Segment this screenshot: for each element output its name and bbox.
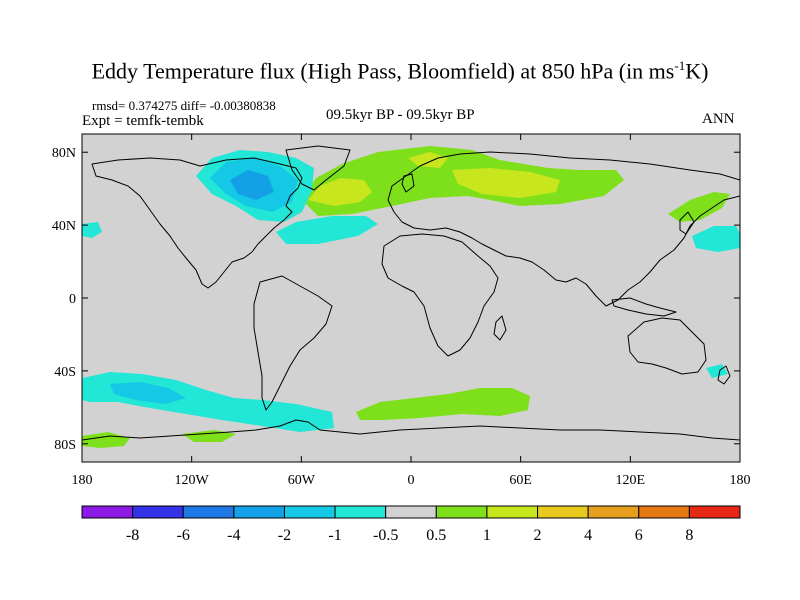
y-axis: 80N 40N 0 40S 80S: [52, 146, 740, 453]
coastline-africa: [381, 233, 499, 357]
colorbar: -8 -6 -4 -2 -1 -0.5 0.5 1 2 4 6 8: [81, 505, 741, 544]
colorbar-swatch: [638, 505, 690, 519]
y-tick-label: 80N: [52, 146, 76, 161]
colorbar-swatch: [486, 505, 539, 519]
coastline-indonesia: [611, 297, 677, 317]
colorbar-label: -1: [328, 527, 341, 544]
anomaly-patch-south-pacific-blue: [110, 382, 186, 404]
period-label: 09.5kyr BP - 09.5kyr BP: [326, 107, 475, 123]
anomaly-patch-pacific-small: [706, 364, 728, 378]
experiment-label: Expt = temfk-tembk: [82, 113, 204, 129]
coastline-uk: [401, 173, 415, 193]
coastline-greenland: [285, 145, 351, 191]
anomaly-patch-scandinavia-yellow: [408, 152, 448, 168]
colorbar-label: -6: [177, 527, 190, 544]
map-panel: [82, 134, 740, 462]
y-tick-label: 40S: [54, 365, 76, 380]
anomaly-patch-north-pacific-east: [692, 226, 740, 252]
anomaly-patch-north-pacific-west: [82, 222, 102, 238]
colorbar-swatch: [587, 505, 640, 519]
colorbar-swatch: [132, 505, 184, 519]
colorbar-label: -2: [278, 527, 291, 544]
coastline-madagascar: [493, 315, 507, 341]
colorbar-swatch: [283, 505, 336, 519]
stats-label: rmsd= 0.374275 diff= -0.00380838: [92, 98, 276, 113]
coastline-north-america: [91, 157, 303, 289]
colorbar-label: -4: [227, 527, 240, 544]
colorbar-label: 2: [534, 527, 542, 544]
coastline-japan: [679, 211, 695, 235]
coastline-australia: [627, 317, 707, 375]
anomaly-patch-siberia-yellow: [452, 168, 560, 198]
colorbar-label: -8: [126, 527, 139, 544]
coastline-new-zealand: [717, 365, 731, 385]
colorbar-swatch: [182, 505, 235, 519]
colorbar-swatch: [233, 505, 285, 519]
y-tick-label: 40N: [52, 219, 76, 234]
anomaly-patch-antarctic-green: [82, 432, 130, 448]
x-tick-label: 0: [408, 473, 415, 488]
colorbar-label: -0.5: [373, 527, 398, 544]
x-tick-label: 180: [730, 473, 751, 488]
anomaly-patch-hudson-blue: [230, 170, 274, 200]
coastline-south-america: [253, 275, 333, 411]
anomaly-patch-japan-green: [668, 192, 730, 222]
colorbar-label: 1: [483, 527, 491, 544]
anomaly-patch-southern-ocean-green: [356, 388, 530, 420]
x-tick-label: 120E: [616, 473, 646, 488]
colorbar-swatch: [81, 505, 134, 519]
colorbar-swatch: [688, 505, 741, 519]
colorbar-label: 6: [635, 527, 643, 544]
colorbar-swatch: [385, 505, 437, 519]
coastlines: [82, 145, 740, 441]
colorbar-swatch: [435, 505, 488, 519]
x-axis: 180 120W 60W 0 60E 120E 180: [72, 134, 751, 488]
y-tick-label: 0: [69, 292, 76, 307]
x-tick-label: 60W: [288, 473, 316, 488]
colorbar-label: 8: [685, 527, 693, 544]
x-tick-label: 60E: [509, 473, 532, 488]
season-label: ANN: [702, 111, 735, 127]
x-tick-label: 180: [72, 473, 93, 488]
x-tick-label: 120W: [175, 473, 210, 488]
colorbar-label: 0.5: [426, 527, 446, 544]
colorbar-swatch: [537, 505, 589, 519]
anomaly-patch-atlantic-yellow: [308, 178, 372, 206]
coastline-eurasia: [387, 151, 740, 307]
coastline-antarctica: [82, 419, 740, 441]
colorbar-swatch: [334, 505, 387, 519]
anomaly-patch-west-atlantic: [276, 216, 378, 244]
plot-title: Eddy Temperature flux (High Pass, Bloomf…: [91, 58, 709, 84]
y-tick-label: 80S: [54, 438, 76, 453]
colorbar-label: 4: [584, 527, 592, 544]
